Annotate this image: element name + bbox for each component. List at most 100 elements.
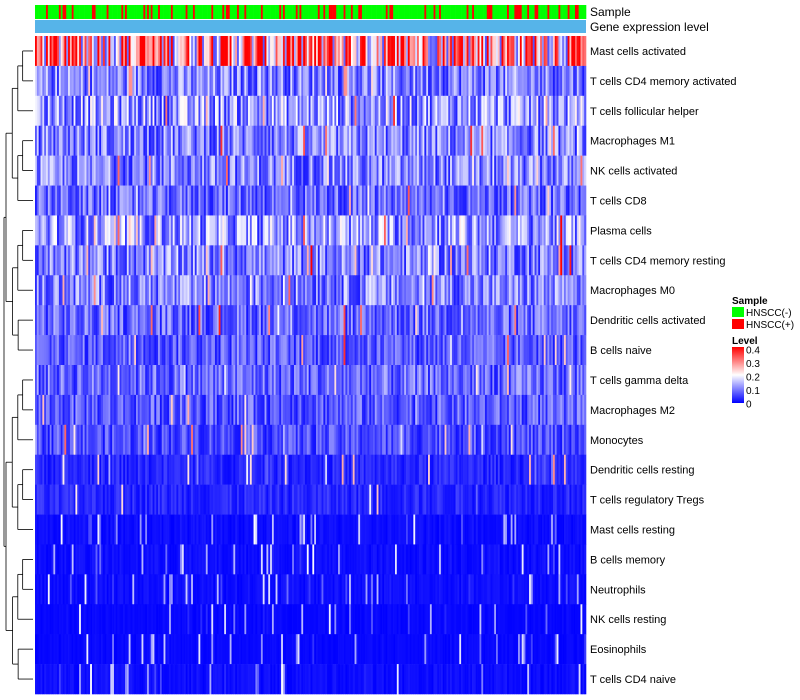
heatmap-cell bbox=[541, 155, 545, 186]
heatmap-cell bbox=[216, 185, 219, 216]
heatmap-cell bbox=[90, 305, 93, 336]
heatmap-cell bbox=[203, 365, 207, 396]
heatmap-cell bbox=[145, 65, 148, 97]
heatmap-cell bbox=[547, 215, 550, 246]
heatmap-cell bbox=[393, 245, 396, 276]
heatmap-cell bbox=[418, 245, 421, 276]
heatmap-cell bbox=[415, 95, 418, 127]
heatmap-cell bbox=[136, 424, 139, 456]
heatmap-cell bbox=[189, 125, 192, 156]
heatmap-cell bbox=[246, 484, 249, 515]
heatmap-cell bbox=[354, 125, 357, 156]
heatmap-cell bbox=[91, 394, 95, 426]
heatmap-cell bbox=[108, 245, 111, 276]
heatmap-cell bbox=[310, 215, 313, 246]
heatmap-cell bbox=[325, 65, 328, 97]
heatmap-cell bbox=[141, 365, 144, 396]
heatmap-cell bbox=[53, 394, 56, 426]
sample-annotation-cell bbox=[268, 5, 271, 19]
heatmap-cell bbox=[473, 424, 477, 456]
sample-annotation-cell bbox=[271, 5, 275, 19]
heatmap-cell bbox=[446, 36, 449, 67]
heatmap-cell bbox=[499, 125, 502, 156]
heatmap-cell bbox=[376, 424, 379, 456]
heatmap-cell bbox=[484, 95, 488, 127]
heatmap-cell bbox=[53, 275, 56, 306]
heatmap-cell bbox=[312, 305, 315, 336]
heatmap-cell bbox=[200, 454, 203, 485]
heatmap-cell bbox=[505, 275, 508, 306]
heatmap-cell bbox=[227, 125, 230, 156]
heatmap-cell bbox=[214, 424, 218, 456]
heatmap-cell bbox=[486, 335, 489, 366]
heatmap-cell bbox=[255, 125, 258, 156]
heatmap-cell bbox=[453, 125, 456, 156]
heatmap-cell bbox=[473, 454, 477, 485]
heatmap-cell bbox=[433, 394, 436, 426]
heatmap-cell bbox=[165, 305, 168, 336]
heatmap-cell bbox=[268, 484, 271, 515]
heatmap-cell bbox=[391, 335, 394, 366]
sample-annotation-cell bbox=[382, 5, 385, 19]
sample-annotation-cell bbox=[541, 5, 545, 19]
heatmap-cell bbox=[584, 454, 587, 485]
heatmap-cell bbox=[229, 454, 232, 485]
heatmap-cell bbox=[60, 484, 63, 515]
heatmap-cell bbox=[499, 424, 502, 456]
heatmap-cell bbox=[378, 95, 381, 127]
heatmap-cell bbox=[145, 365, 148, 396]
heatmap-cell bbox=[209, 95, 212, 127]
heatmap-cell bbox=[97, 365, 100, 396]
heatmap-cell bbox=[343, 65, 346, 97]
heatmap-cell bbox=[356, 125, 359, 156]
heatmap-cell bbox=[288, 394, 291, 426]
heatmap-cell bbox=[46, 305, 49, 336]
heatmap-cell bbox=[488, 365, 491, 396]
heatmap-cell bbox=[284, 95, 287, 127]
heatmap-cell bbox=[295, 95, 298, 127]
heatmap-cell bbox=[352, 365, 355, 396]
heatmap-cell bbox=[350, 65, 354, 97]
heatmap-cell bbox=[231, 215, 234, 246]
heatmap-cell bbox=[77, 36, 80, 67]
heatmap-cell bbox=[273, 65, 276, 97]
heatmap-cell bbox=[110, 36, 113, 67]
heatmap-cell bbox=[552, 215, 556, 246]
heatmap-cell bbox=[371, 424, 374, 456]
heatmap-cell bbox=[393, 36, 396, 67]
heatmap-cell bbox=[60, 95, 63, 127]
heatmap-cell bbox=[468, 36, 471, 67]
heatmap-cell bbox=[567, 394, 570, 426]
heatmap-cell bbox=[536, 245, 539, 276]
heatmap-cell bbox=[71, 245, 74, 276]
heatmap-cell bbox=[80, 305, 84, 336]
heatmap-cell bbox=[371, 155, 374, 186]
heatmap-cell bbox=[49, 365, 52, 396]
heatmap-cell bbox=[47, 245, 50, 276]
heatmap-cell bbox=[400, 335, 403, 366]
heatmap-cell bbox=[211, 185, 214, 216]
heatmap-cell bbox=[584, 245, 587, 276]
sample-annotation-cell bbox=[345, 5, 348, 19]
heatmap-cell bbox=[148, 394, 152, 426]
heatmap-cell bbox=[233, 335, 236, 366]
heatmap-cell bbox=[448, 365, 451, 396]
heatmap-cell bbox=[429, 365, 433, 396]
heatmap-cell bbox=[148, 245, 152, 276]
heatmap-cell bbox=[545, 424, 548, 456]
sample-annotation-cell bbox=[301, 5, 304, 19]
heatmap-cell bbox=[90, 125, 93, 156]
heatmap-cell bbox=[104, 245, 107, 276]
heatmap-cell bbox=[503, 335, 506, 366]
sample-annotation-cell bbox=[117, 5, 120, 19]
sample-annotation-cell bbox=[246, 5, 249, 19]
heatmap-cell bbox=[192, 125, 196, 156]
heatmap-cell bbox=[437, 185, 440, 216]
heatmap-cell bbox=[453, 215, 456, 246]
heatmap-cell bbox=[178, 36, 181, 67]
heatmap-cell bbox=[360, 95, 363, 127]
heatmap-cell bbox=[356, 454, 359, 485]
heatmap-cell bbox=[519, 454, 523, 485]
heatmap-cell bbox=[518, 95, 521, 127]
heatmap-cell bbox=[58, 424, 62, 456]
